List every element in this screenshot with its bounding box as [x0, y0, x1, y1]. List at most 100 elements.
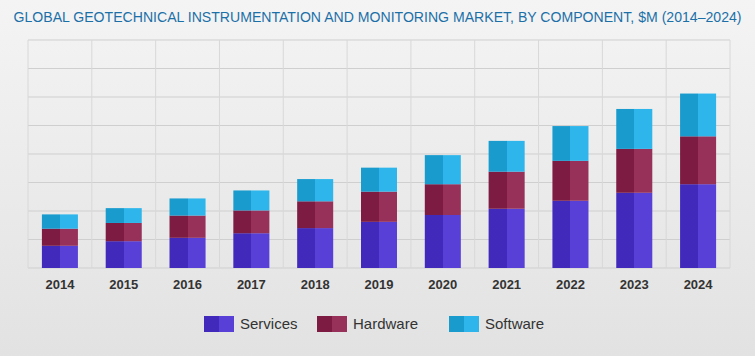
chart-container: GLOBAL GEOTECHNICAL INSTRUMENTATION AND …	[0, 0, 755, 356]
grid-line-vertical	[283, 40, 284, 268]
bar-group	[170, 238, 206, 268]
bar-group	[42, 214, 78, 228]
x-tick-label: 2020	[428, 277, 457, 292]
grid-line-vertical	[538, 40, 539, 268]
x-tick-label: 2023	[620, 277, 649, 292]
bar-group	[361, 168, 397, 192]
bar-group	[297, 201, 333, 228]
bar-group	[489, 141, 525, 172]
bar	[297, 201, 333, 228]
grid-line-vertical	[474, 40, 475, 268]
bar	[170, 238, 206, 268]
bar-group	[680, 184, 716, 268]
legend-item: Software	[449, 315, 544, 332]
bar-group	[42, 229, 78, 246]
bar-shade	[616, 149, 652, 193]
bar	[552, 201, 588, 268]
bar-group	[489, 172, 525, 209]
bar-shade	[680, 136, 716, 184]
bar-shade	[170, 216, 206, 238]
bar	[425, 184, 461, 215]
x-tick-label: 2014	[45, 277, 75, 292]
bar-group	[616, 193, 652, 268]
bar-group	[297, 179, 333, 201]
bar	[233, 210, 269, 233]
bar	[680, 184, 716, 268]
bar	[489, 172, 525, 209]
bar-group	[233, 190, 269, 210]
bar-group	[106, 208, 142, 223]
bar-shade	[297, 228, 333, 268]
bar-group	[616, 109, 652, 149]
bar	[616, 109, 652, 149]
bar	[680, 94, 716, 137]
bar-shade	[361, 168, 397, 192]
x-axis-labels: 2014201520162017201820192020202120222023…	[45, 277, 713, 292]
bar	[680, 136, 716, 184]
bar	[42, 229, 78, 246]
bar	[489, 209, 525, 268]
bar-shade	[297, 201, 333, 228]
bar-shade	[425, 184, 461, 215]
bar-shade	[616, 193, 652, 268]
chart-svg: GLOBAL GEOTECHNICAL INSTRUMENTATION AND …	[0, 0, 755, 356]
grid-line-vertical	[155, 40, 156, 268]
bar-group	[425, 215, 461, 268]
bar	[170, 198, 206, 215]
bar-shade	[361, 192, 397, 222]
grid-line-vertical	[730, 40, 731, 268]
bar-group	[552, 201, 588, 268]
legend-swatch-shade	[317, 316, 347, 332]
grid-line-vertical	[219, 40, 220, 268]
grid-line	[28, 97, 730, 98]
grid-line	[28, 68, 730, 69]
bar-shade	[106, 241, 142, 268]
bar-shade	[552, 161, 588, 201]
bar-shade	[552, 126, 588, 161]
bar-shade	[106, 223, 142, 241]
x-tick-label: 2017	[237, 277, 266, 292]
bar	[106, 208, 142, 223]
legend-item: Hardware	[317, 315, 418, 332]
bar	[552, 126, 588, 161]
grid	[28, 40, 730, 268]
x-tick-label: 2016	[173, 277, 202, 292]
bar-shade	[233, 233, 269, 268]
x-tick-label: 2018	[301, 277, 330, 292]
x-tick-label: 2019	[365, 277, 394, 292]
bar-shade	[297, 179, 333, 201]
bar	[425, 215, 461, 268]
bar	[106, 223, 142, 241]
bar-group	[106, 223, 142, 241]
bar-group	[361, 222, 397, 268]
bar	[297, 179, 333, 201]
bar-shade	[106, 208, 142, 223]
bar-group	[170, 216, 206, 238]
bar	[361, 222, 397, 268]
grid-line-vertical	[347, 40, 348, 268]
bar	[233, 233, 269, 268]
bar-group	[425, 184, 461, 215]
grid-line-vertical	[91, 40, 92, 268]
legend-label: Software	[485, 315, 544, 332]
bar-shade	[42, 214, 78, 228]
bar-group	[552, 161, 588, 201]
x-tick-label: 2015	[109, 277, 138, 292]
grid-line-vertical	[666, 40, 667, 268]
bar-shade	[489, 141, 525, 172]
bar-shade	[616, 109, 652, 149]
bar-shade	[489, 209, 525, 268]
bar-group	[425, 155, 461, 184]
bar-shade	[680, 184, 716, 268]
bar-group	[616, 149, 652, 193]
legend: ServicesHardwareSoftware	[204, 315, 544, 332]
bar	[361, 192, 397, 222]
bar-group	[361, 192, 397, 222]
bar	[552, 161, 588, 201]
bars	[42, 94, 716, 268]
x-tick-label: 2022	[556, 277, 585, 292]
bar	[361, 168, 397, 192]
grid-line-vertical	[602, 40, 603, 268]
bar-group	[552, 126, 588, 161]
legend-swatch	[449, 316, 479, 332]
